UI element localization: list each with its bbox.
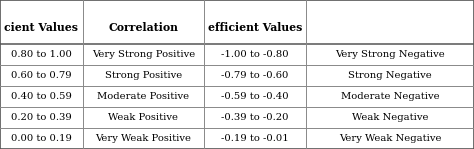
Text: Very Weak Positive: Very Weak Positive (95, 134, 191, 143)
Text: 0.20 to 0.39: 0.20 to 0.39 (11, 113, 72, 122)
Text: 0.00 to 0.19: 0.00 to 0.19 (11, 134, 72, 143)
Text: Weak Positive: Weak Positive (109, 113, 178, 122)
Text: -0.39 to -0.20: -0.39 to -0.20 (221, 113, 289, 122)
Text: Very Strong Positive: Very Strong Positive (92, 50, 195, 59)
Text: Weak Negative: Weak Negative (352, 113, 428, 122)
Text: -0.19 to -0.01: -0.19 to -0.01 (221, 134, 289, 143)
Text: Strong Positive: Strong Positive (105, 71, 182, 80)
Text: 0.80 to 1.00: 0.80 to 1.00 (11, 50, 72, 59)
Text: 0.60 to 0.79: 0.60 to 0.79 (11, 71, 72, 80)
Text: -1.00 to -0.80: -1.00 to -0.80 (221, 50, 289, 59)
Text: cient Values: cient Values (4, 22, 79, 33)
Text: efficient Values: efficient Values (208, 22, 302, 33)
Text: Correlation: Correlation (109, 22, 178, 33)
Text: Moderate Negative: Moderate Negative (340, 92, 439, 101)
Text: -0.59 to -0.40: -0.59 to -0.40 (221, 92, 289, 101)
Text: Moderate Positive: Moderate Positive (97, 92, 190, 101)
Text: 0.40 to 0.59: 0.40 to 0.59 (11, 92, 72, 101)
Text: Strong Negative: Strong Negative (348, 71, 432, 80)
Text: -0.79 to -0.60: -0.79 to -0.60 (221, 71, 289, 80)
Text: Very Weak Negative: Very Weak Negative (338, 134, 441, 143)
Text: Very Strong Negative: Very Strong Negative (335, 50, 445, 59)
